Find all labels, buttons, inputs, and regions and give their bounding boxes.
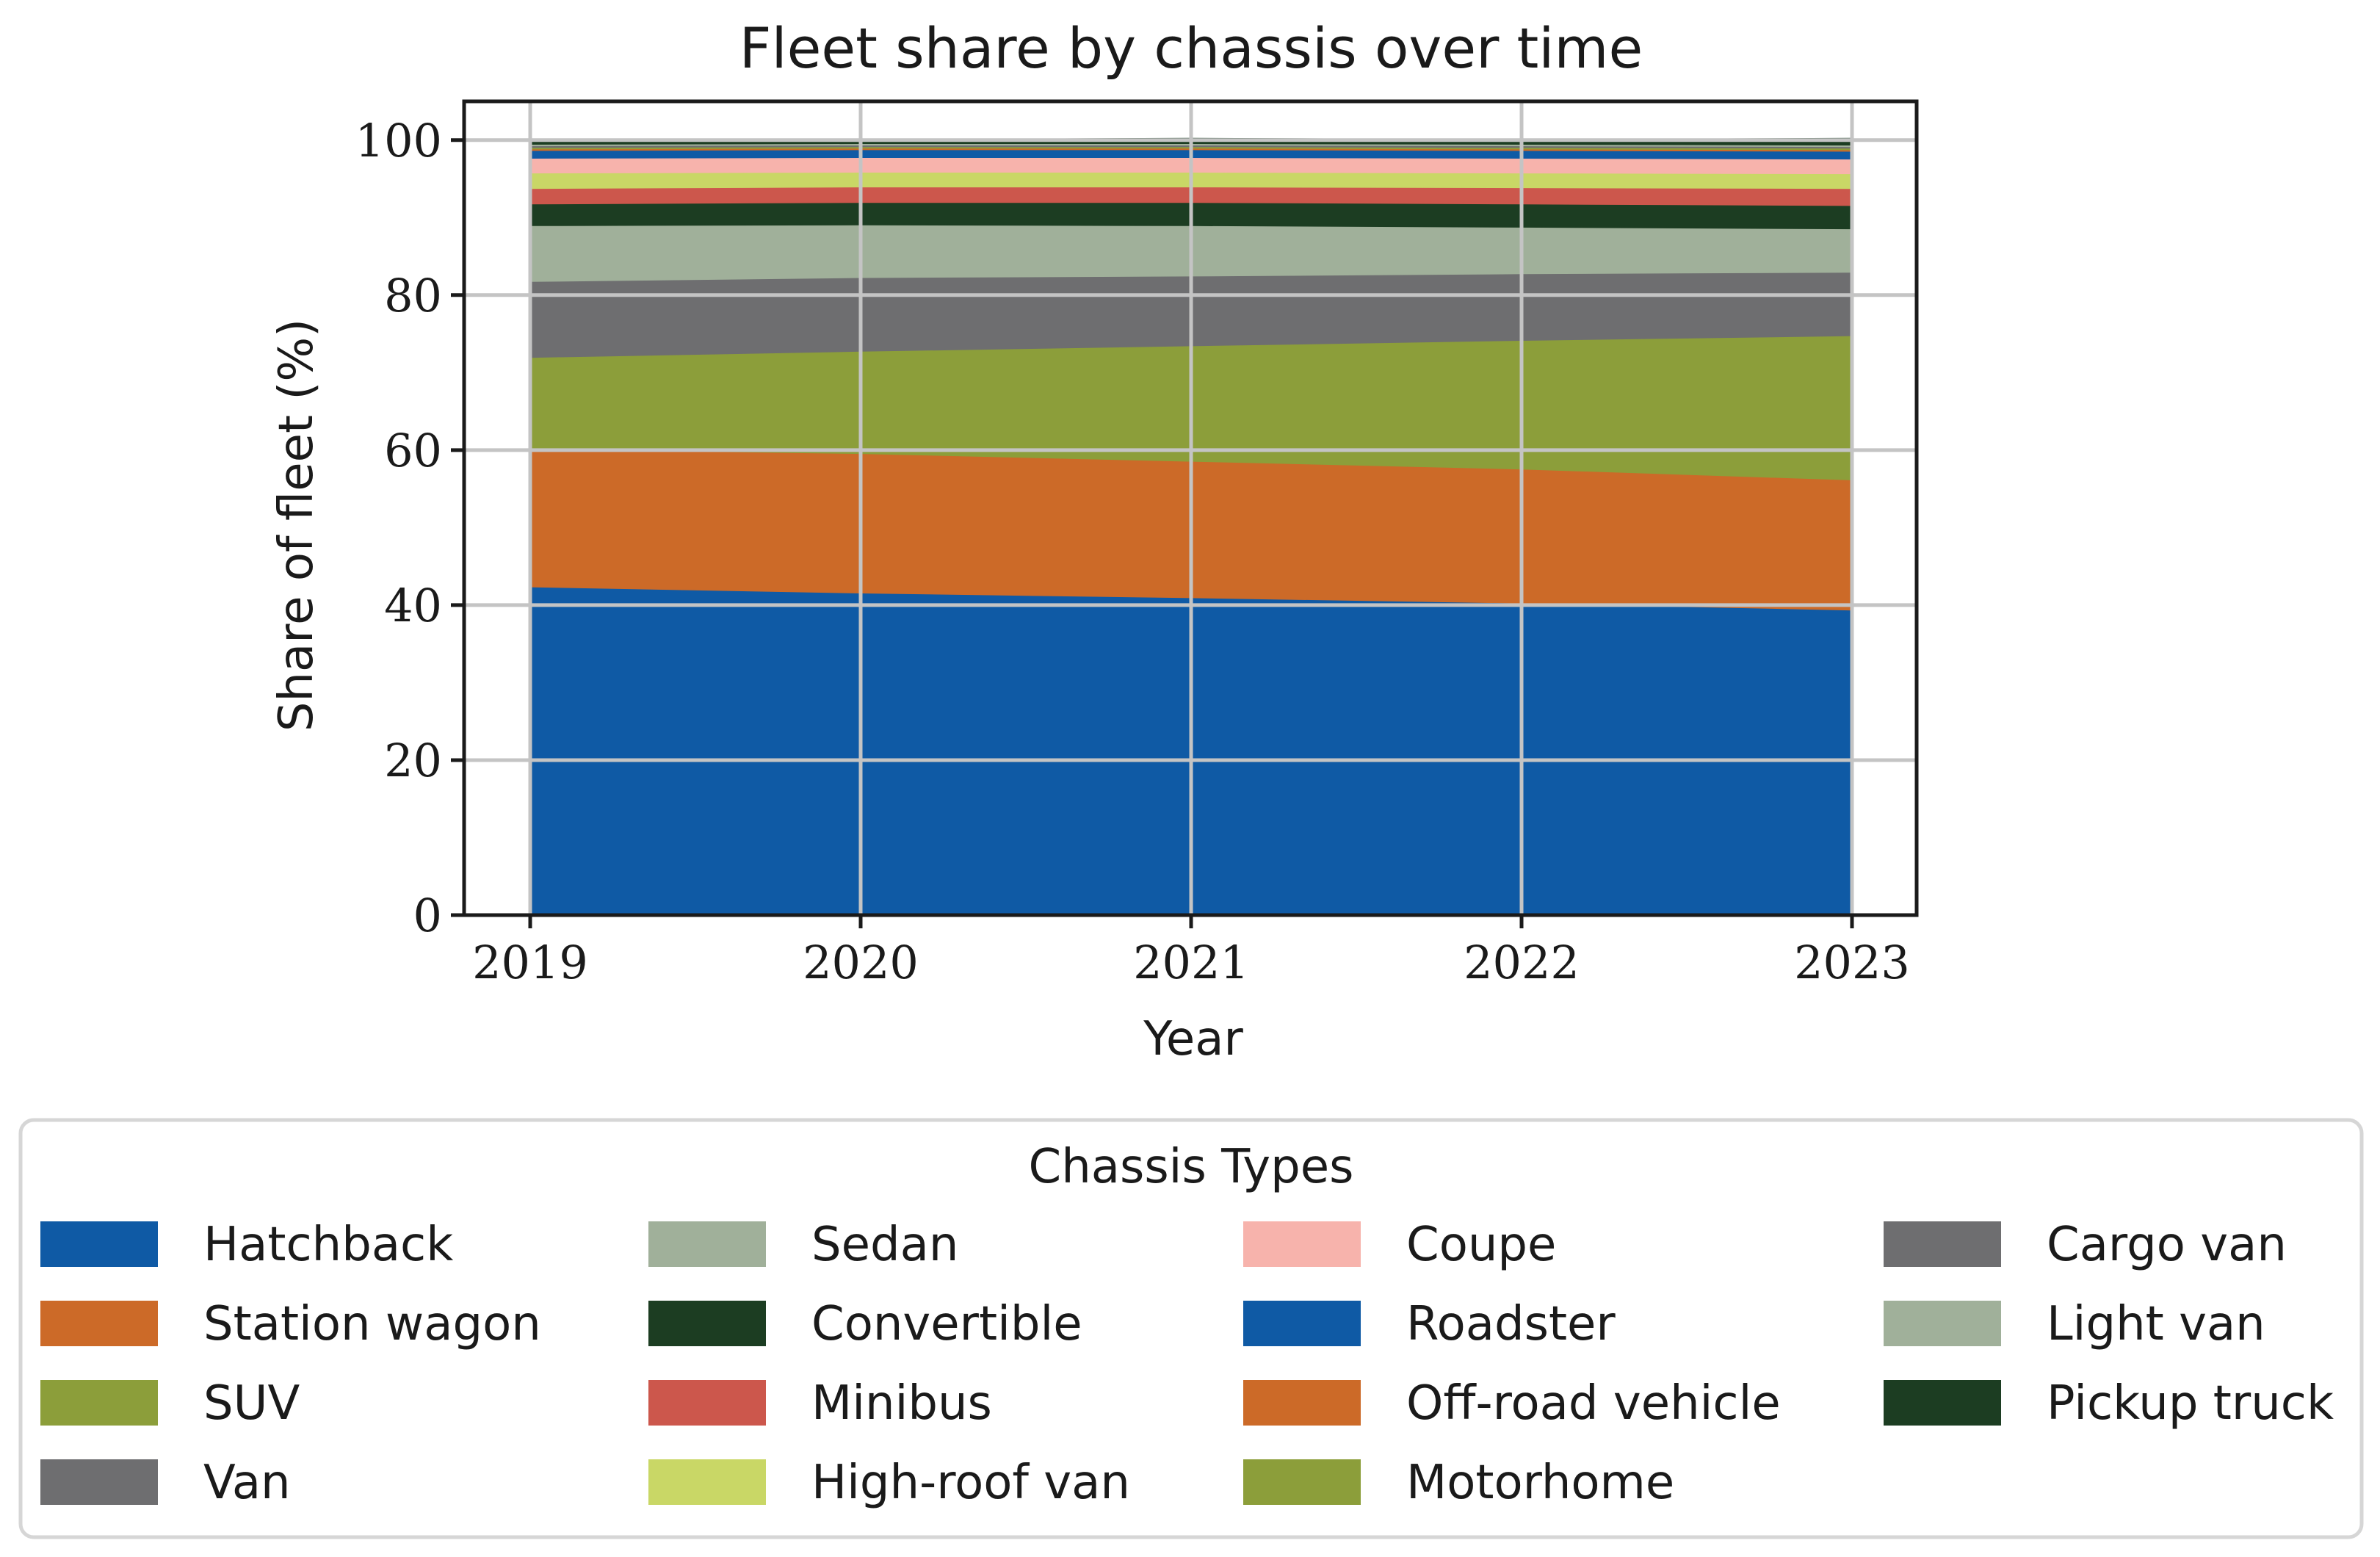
legend-item-roadster: Roadster	[1243, 1297, 1616, 1351]
legend-swatch-station-wagon	[40, 1301, 158, 1346]
legend-label-high-roof-van: High-roof van	[811, 1456, 1130, 1510]
legend-item-convertible: Convertible	[648, 1297, 1082, 1351]
legend-label-pickup-truck: Pickup truck	[2047, 1376, 2334, 1431]
x-tick-label-2021: 2021	[1133, 936, 1249, 989]
legend-label-roadster: Roadster	[1406, 1297, 1616, 1351]
x-tick-label-2022: 2022	[1464, 936, 1580, 989]
legend-item-coupe: Coupe	[1243, 1218, 1556, 1272]
legend-frame	[18, 1118, 2364, 1539]
legend-swatch-hatchback	[40, 1221, 158, 1267]
x-tick-label-2019: 2019	[472, 936, 588, 989]
chart-title: Fleet share by chassis over time	[739, 15, 1643, 81]
legend-label-motorhome: Motorhome	[1406, 1456, 1674, 1510]
y-axis-label: Share of fleet (%)	[270, 319, 324, 731]
legend-item-cargo-van: Cargo van	[1884, 1218, 2287, 1272]
legend-label-station-wagon: Station wagon	[203, 1297, 541, 1351]
y-tick-label-0: 0	[413, 889, 442, 942]
x-axis-label: Year	[1143, 1012, 1243, 1066]
y-tick-label-20: 20	[384, 734, 442, 787]
legend-swatch-coupe	[1243, 1221, 1361, 1267]
y-tick-label-80: 80	[384, 269, 442, 322]
legend-item-off-road-vehicle: Off-road vehicle	[1243, 1376, 1781, 1431]
tick-layer: 2019 2020 2021 2022 2023 0 20 40 60 80 100	[355, 114, 1910, 989]
legend-label-convertible: Convertible	[811, 1297, 1082, 1351]
legend-label-suv: SUV	[203, 1376, 300, 1431]
legend-swatch-high-roof-van	[648, 1459, 766, 1505]
legend-items: Hatchback Station wagon SUV Van Sedan Convert…	[40, 1218, 2334, 1510]
legend-swatch-roadster	[1243, 1301, 1361, 1346]
grid-layer	[464, 101, 1917, 917]
legend-title: Chassis Types	[1029, 1140, 1354, 1194]
legend-item-station-wagon: Station wagon	[40, 1297, 541, 1351]
legend: Chassis Types Hatchback Station wagon SUV V…	[18, 1118, 2364, 1539]
legend-swatch-light-van	[1884, 1301, 2001, 1346]
legend-item-motorhome: Motorhome	[1243, 1456, 1674, 1510]
legend-item-high-roof-van: High-roof van	[648, 1456, 1130, 1510]
legend-item-van: Van	[40, 1456, 291, 1510]
legend-swatch-cargo-van	[1884, 1221, 2001, 1267]
legend-item-hatchback: Hatchback	[40, 1218, 453, 1272]
legend-label-minibus: Minibus	[811, 1376, 992, 1431]
legend-label-hatchback: Hatchback	[203, 1218, 453, 1272]
legend-swatch-suv	[40, 1380, 158, 1426]
x-tick-label-2020: 2020	[803, 936, 919, 989]
legend-swatch-sedan	[648, 1221, 766, 1267]
legend-label-light-van: Light van	[2047, 1297, 2265, 1351]
legend-label-off-road-vehicle: Off-road vehicle	[1406, 1376, 1781, 1431]
legend-swatch-pickup-truck	[1884, 1380, 2001, 1426]
legend-item-light-van: Light van	[1884, 1297, 2265, 1351]
legend-item-suv: SUV	[40, 1376, 300, 1431]
x-tick-label-2023: 2023	[1794, 936, 1910, 989]
legend-swatch-convertible	[648, 1301, 766, 1346]
legend-swatch-off-road-vehicle	[1243, 1380, 1361, 1426]
legend-swatch-van	[40, 1459, 158, 1505]
y-tick-label-100: 100	[355, 114, 442, 167]
legend-label-sedan: Sedan	[811, 1218, 958, 1272]
legend-label-cargo-van: Cargo van	[2047, 1218, 2287, 1272]
legend-swatch-motorhome	[1243, 1459, 1361, 1505]
legend-label-van: Van	[203, 1456, 291, 1510]
y-tick-label-60: 60	[384, 424, 442, 477]
legend-swatch-minibus	[648, 1380, 766, 1426]
plot-frame	[462, 99, 1919, 917]
y-tick-label-40: 40	[384, 579, 442, 632]
legend-item-sedan: Sedan	[648, 1218, 958, 1272]
legend-item-minibus: Minibus	[648, 1376, 992, 1431]
legend-label-coupe: Coupe	[1406, 1218, 1556, 1272]
legend-item-pickup-truck: Pickup truck	[1884, 1376, 2334, 1431]
